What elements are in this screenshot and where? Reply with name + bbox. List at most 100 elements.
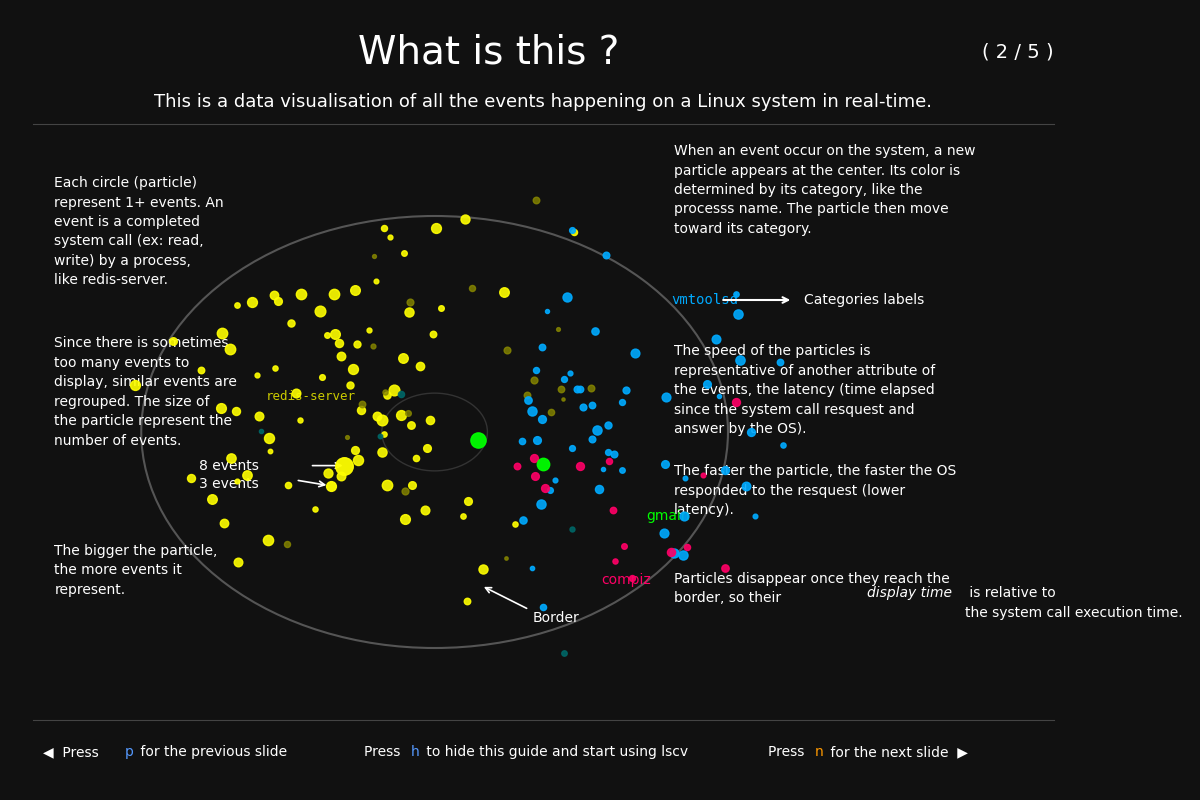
Point bbox=[290, 414, 310, 426]
Point bbox=[378, 478, 397, 491]
Point bbox=[228, 298, 247, 311]
Point bbox=[625, 346, 644, 359]
Point bbox=[360, 324, 379, 337]
Point bbox=[528, 434, 547, 446]
Point bbox=[505, 518, 524, 530]
Text: This is a data visualisation of all the events happening on a Linux system in re: This is a data visualisation of all the … bbox=[155, 94, 932, 111]
Point bbox=[548, 322, 568, 335]
Point bbox=[623, 571, 642, 584]
Point bbox=[731, 353, 750, 366]
Point bbox=[376, 386, 395, 399]
Point bbox=[655, 458, 674, 470]
Point bbox=[163, 334, 182, 347]
Point bbox=[581, 382, 600, 394]
Point bbox=[278, 478, 298, 491]
Text: compiz: compiz bbox=[601, 573, 650, 587]
Point bbox=[554, 373, 574, 386]
Point bbox=[242, 296, 262, 309]
Point bbox=[726, 396, 745, 409]
Point bbox=[518, 389, 538, 402]
Text: ◀  Press: ◀ Press bbox=[43, 745, 103, 759]
Point bbox=[745, 510, 764, 522]
Point bbox=[227, 405, 246, 418]
Point bbox=[426, 221, 445, 234]
Point bbox=[570, 460, 589, 473]
Point bbox=[292, 288, 311, 301]
Point bbox=[258, 534, 277, 546]
Point bbox=[228, 474, 247, 487]
Point bbox=[571, 382, 590, 395]
Point bbox=[656, 390, 676, 403]
Point bbox=[532, 498, 551, 510]
Point bbox=[494, 286, 514, 298]
Point bbox=[396, 485, 415, 498]
Point bbox=[377, 388, 396, 401]
Point bbox=[192, 364, 211, 377]
Point bbox=[560, 367, 580, 380]
Point bbox=[604, 503, 623, 516]
Point bbox=[401, 418, 420, 431]
Text: h: h bbox=[410, 745, 420, 759]
Text: for the next slide  ▶: for the next slide ▶ bbox=[826, 745, 967, 759]
Point bbox=[126, 378, 145, 391]
Point bbox=[215, 517, 234, 530]
Point bbox=[281, 317, 300, 330]
Point bbox=[335, 459, 354, 472]
Point bbox=[348, 454, 367, 466]
Point bbox=[540, 484, 559, 497]
Point bbox=[311, 305, 330, 318]
Point bbox=[385, 384, 404, 397]
Text: to hide this guide and start using lscv: to hide this guide and start using lscv bbox=[421, 745, 688, 759]
Point bbox=[565, 226, 584, 238]
Point bbox=[715, 463, 734, 476]
Point bbox=[348, 338, 367, 350]
Point bbox=[221, 342, 240, 355]
Point bbox=[582, 432, 601, 445]
Point bbox=[251, 425, 270, 438]
Point bbox=[598, 418, 617, 431]
Text: display time: display time bbox=[868, 586, 952, 600]
Point bbox=[661, 546, 680, 558]
Point bbox=[374, 428, 394, 441]
Text: Each circle (particle)
represent 1+ events. An
event is a completed
system call : Each circle (particle) represent 1+ even… bbox=[54, 176, 224, 287]
Text: Border: Border bbox=[533, 610, 580, 625]
Point bbox=[563, 442, 582, 454]
Point bbox=[247, 368, 266, 381]
Point bbox=[773, 438, 792, 451]
Point bbox=[238, 468, 257, 481]
Point bbox=[697, 378, 716, 391]
Point bbox=[371, 430, 390, 442]
Point bbox=[518, 394, 538, 406]
Point bbox=[415, 503, 434, 516]
Point bbox=[287, 386, 306, 399]
Text: is relative to
the system call execution time.: is relative to the system call execution… bbox=[965, 586, 1182, 620]
Point bbox=[329, 337, 348, 350]
Point bbox=[616, 384, 635, 397]
Text: ( 2 / 5 ): ( 2 / 5 ) bbox=[983, 42, 1054, 62]
Point bbox=[203, 493, 222, 506]
Point bbox=[673, 549, 692, 562]
Point bbox=[424, 328, 443, 341]
Point bbox=[229, 556, 248, 569]
Text: n: n bbox=[815, 745, 823, 759]
Point bbox=[612, 464, 631, 477]
Point bbox=[522, 562, 541, 574]
Point bbox=[508, 459, 527, 472]
Point bbox=[535, 482, 554, 495]
Point bbox=[674, 510, 694, 523]
Point bbox=[306, 502, 325, 515]
Point bbox=[582, 398, 601, 411]
Point bbox=[526, 470, 545, 482]
Point bbox=[706, 332, 725, 345]
Point bbox=[346, 443, 365, 456]
Point bbox=[586, 324, 605, 337]
Point bbox=[398, 306, 418, 318]
Point bbox=[454, 510, 473, 522]
Text: The bigger the particle,
the more events it
represent.: The bigger the particle, the more events… bbox=[54, 544, 217, 597]
Point bbox=[407, 452, 426, 465]
Point bbox=[264, 289, 283, 302]
Point bbox=[395, 246, 414, 259]
Point bbox=[259, 432, 278, 445]
Point bbox=[457, 594, 476, 607]
Text: 3 events: 3 events bbox=[199, 477, 258, 491]
